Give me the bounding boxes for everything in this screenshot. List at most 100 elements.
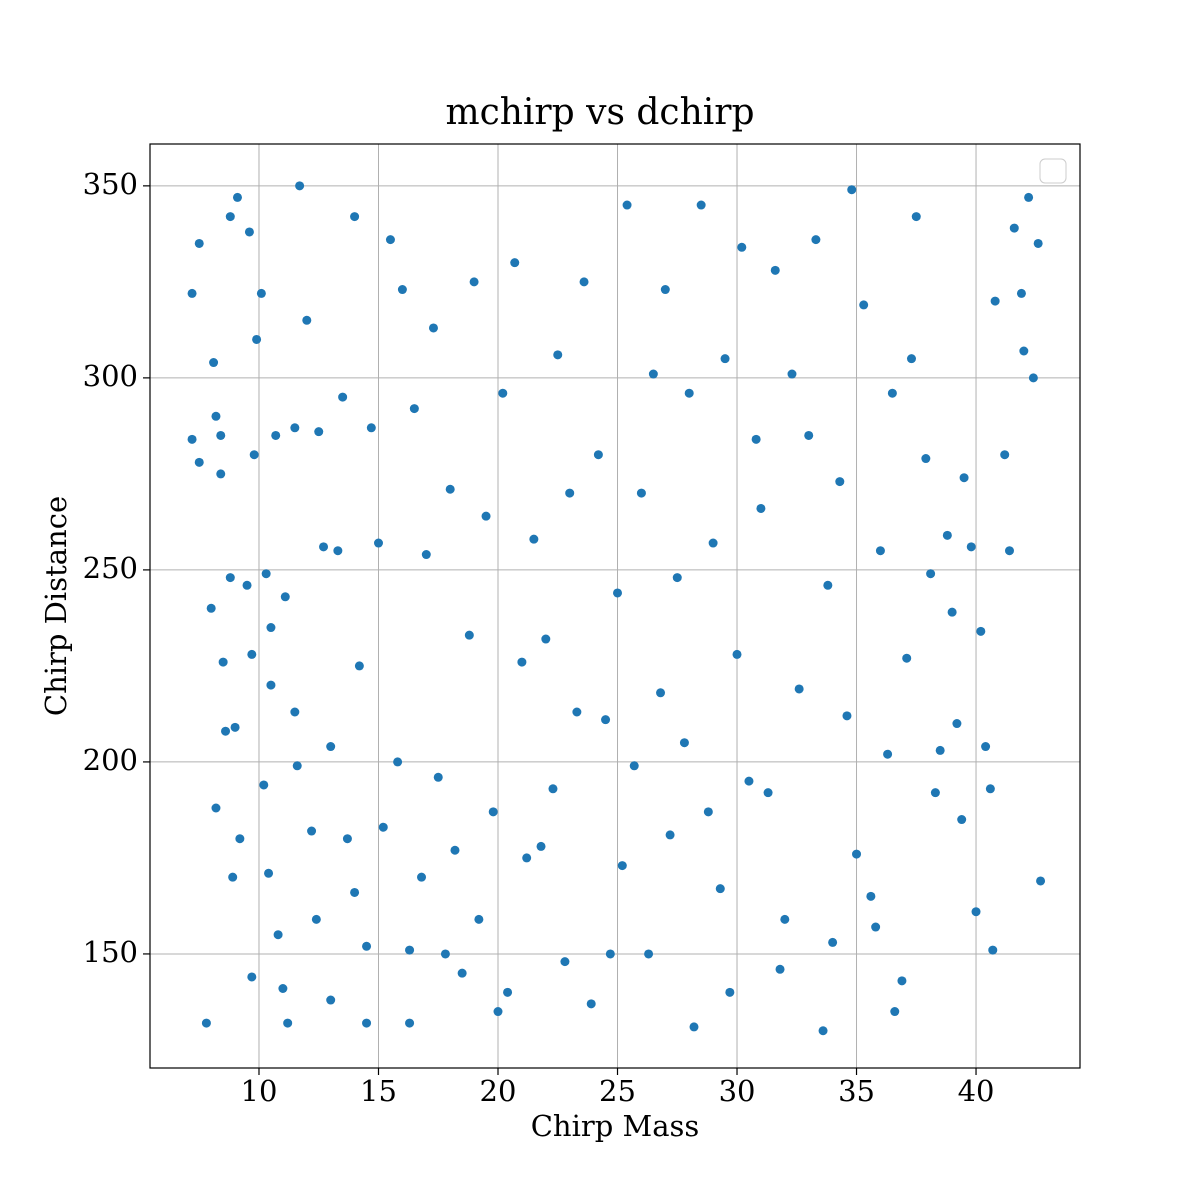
point bbox=[565, 488, 575, 498]
point bbox=[218, 657, 228, 667]
point bbox=[976, 626, 986, 636]
points bbox=[187, 181, 1046, 1036]
y-tick-label: 350 bbox=[83, 167, 138, 201]
point bbox=[474, 914, 484, 924]
point bbox=[206, 603, 216, 613]
point bbox=[835, 477, 845, 487]
point bbox=[794, 684, 804, 694]
point bbox=[314, 427, 324, 437]
point bbox=[959, 473, 969, 483]
point bbox=[613, 588, 623, 598]
point bbox=[622, 200, 632, 210]
point bbox=[417, 872, 427, 882]
point bbox=[897, 976, 907, 986]
point bbox=[1000, 450, 1010, 460]
point bbox=[302, 315, 312, 325]
point bbox=[656, 688, 666, 698]
point bbox=[326, 995, 336, 1005]
point bbox=[887, 388, 897, 398]
chart-title: mchirp vs dchirp bbox=[445, 92, 754, 133]
point bbox=[593, 450, 603, 460]
point bbox=[720, 354, 730, 364]
point bbox=[366, 423, 376, 433]
y-tick-label: 200 bbox=[83, 743, 138, 777]
x-tick-label: 25 bbox=[599, 1074, 636, 1108]
point bbox=[981, 742, 991, 752]
point bbox=[261, 569, 271, 579]
plot-frame bbox=[149, 143, 1081, 1069]
point bbox=[457, 968, 467, 978]
point bbox=[629, 761, 639, 771]
point bbox=[902, 653, 912, 663]
point bbox=[290, 707, 300, 717]
point bbox=[952, 719, 962, 729]
point bbox=[216, 469, 226, 479]
point bbox=[715, 884, 725, 894]
point bbox=[871, 922, 881, 932]
legend-box bbox=[1039, 158, 1067, 184]
point bbox=[947, 607, 957, 617]
point bbox=[266, 680, 276, 690]
point bbox=[725, 987, 735, 997]
point bbox=[405, 1018, 415, 1028]
point bbox=[252, 334, 262, 344]
point bbox=[1033, 238, 1043, 248]
point bbox=[510, 258, 520, 268]
point bbox=[906, 354, 916, 364]
point bbox=[703, 807, 713, 817]
point bbox=[362, 1018, 372, 1028]
point bbox=[319, 542, 329, 552]
point bbox=[445, 484, 455, 494]
point bbox=[1019, 346, 1029, 356]
point bbox=[264, 868, 274, 878]
point bbox=[247, 649, 257, 659]
point bbox=[517, 657, 527, 667]
point bbox=[660, 285, 670, 295]
point bbox=[242, 580, 252, 590]
point bbox=[450, 845, 460, 855]
y-axis-label: Chirp Distance bbox=[39, 496, 73, 716]
point bbox=[256, 288, 266, 298]
point bbox=[957, 815, 967, 825]
point bbox=[385, 235, 395, 245]
point bbox=[617, 861, 627, 871]
x-tick-label: 35 bbox=[838, 1074, 875, 1108]
point bbox=[295, 181, 305, 191]
point bbox=[770, 265, 780, 275]
point bbox=[935, 745, 945, 755]
point bbox=[488, 807, 498, 817]
point bbox=[852, 849, 862, 859]
point bbox=[235, 834, 245, 844]
point bbox=[529, 534, 539, 544]
point bbox=[405, 945, 415, 955]
point bbox=[194, 238, 204, 248]
point bbox=[636, 488, 646, 498]
point bbox=[378, 822, 388, 832]
point bbox=[338, 392, 348, 402]
point bbox=[883, 749, 893, 759]
point bbox=[866, 891, 876, 901]
point bbox=[985, 784, 995, 794]
point bbox=[744, 776, 754, 786]
point bbox=[278, 984, 288, 994]
point bbox=[409, 404, 419, 414]
point bbox=[536, 841, 546, 851]
point bbox=[350, 212, 360, 222]
point bbox=[232, 192, 242, 202]
point bbox=[942, 530, 952, 540]
point bbox=[990, 296, 1000, 306]
point bbox=[601, 715, 611, 725]
point bbox=[498, 388, 508, 398]
point bbox=[756, 503, 766, 513]
point bbox=[644, 949, 654, 959]
point bbox=[1016, 288, 1026, 298]
point bbox=[421, 550, 431, 560]
point bbox=[696, 200, 706, 210]
point bbox=[553, 350, 563, 360]
point bbox=[259, 780, 269, 790]
point bbox=[560, 957, 570, 967]
point bbox=[818, 1026, 828, 1036]
point bbox=[804, 430, 814, 440]
